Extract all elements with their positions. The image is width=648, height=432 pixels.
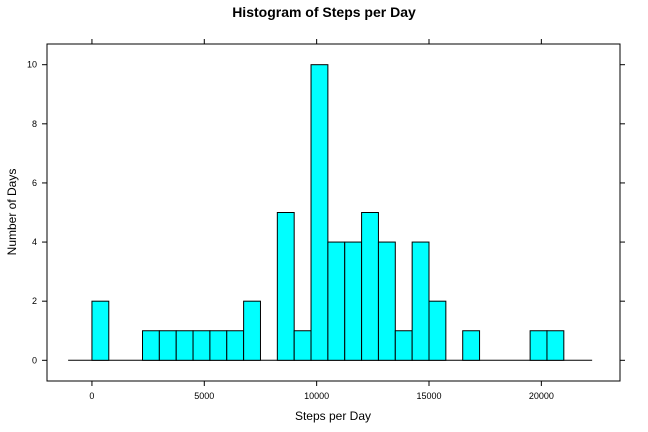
bar-15 [394,330,413,361]
plot-frame [46,43,621,382]
bar-13 [361,212,379,361]
bar-5 [209,330,228,361]
y-tick-label-4: 8 [32,119,37,129]
y-axis: 0 2 4 6 8 10 [27,60,625,365]
bar-18 [462,330,481,361]
y-tick-label-5: 10 [27,60,37,70]
bar-10 [310,64,329,361]
bar-4 [192,330,211,361]
y-axis-label: Number of Days [5,169,19,256]
bars-group [68,64,593,361]
bar-0 [91,300,110,361]
bar-8 [276,212,295,361]
y-tick-label-2: 4 [32,237,37,247]
x-axis-label: Steps per Day [295,409,371,423]
bar-9 [293,330,312,361]
x-tick-label-0: 0 [89,391,94,401]
bar-16 [411,241,430,361]
bar-7 [243,300,261,361]
bar-12 [344,241,363,361]
bar-20 [546,330,565,361]
bar-3 [175,330,194,361]
y-tick-label-3: 6 [32,178,37,188]
y-tick-label-0: 0 [32,355,37,365]
chart-title: Histogram of Steps per Day [232,4,416,20]
x-tick-label-1: 5000 [194,391,214,401]
x-tick-label-3: 15000 [416,391,441,401]
bar-2 [158,330,177,361]
x-tick-label-4: 20000 [529,391,554,401]
bar-1 [142,330,160,361]
bar-17 [428,300,447,361]
bar-14 [377,241,396,361]
bar-11 [327,241,346,361]
x-axis: 0 5000 10000 15000 20000 [89,39,554,401]
x-tick-label-2: 10000 [304,391,329,401]
bar-19 [529,330,548,361]
bar-6 [226,330,245,361]
y-tick-label-1: 2 [32,296,37,306]
